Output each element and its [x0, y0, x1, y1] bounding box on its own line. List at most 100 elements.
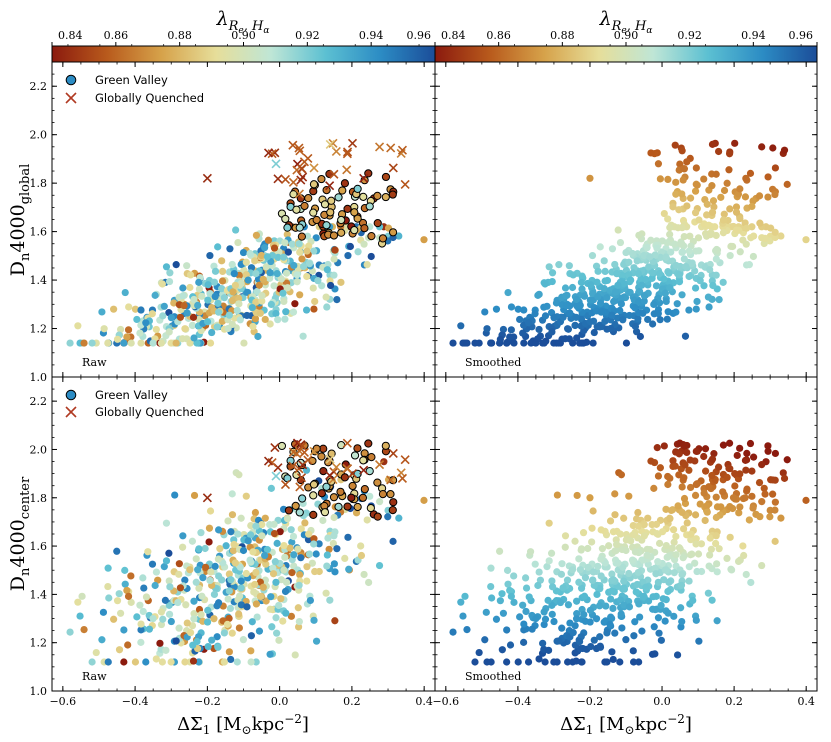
data-point [195, 285, 204, 293]
data-point [634, 269, 642, 278]
data-point [516, 315, 524, 324]
data-point [650, 300, 658, 309]
data-point [617, 300, 626, 308]
data-point [647, 457, 655, 465]
data-point [720, 210, 728, 218]
panel-tag-br: Smoothed [465, 670, 521, 683]
data-point [471, 658, 479, 666]
data-point [609, 604, 617, 613]
data-point [304, 536, 313, 544]
data-point [282, 578, 291, 586]
axes-ticks: −0.6 −0.4 −0.2 0.0 0.2 0.4 −0.6 −0.4 −0.2 0.0 0.2 0… [30, 62, 817, 708]
data-point [635, 231, 643, 239]
quenched-marker [347, 138, 358, 148]
data-point [671, 141, 679, 149]
quenched-marker [292, 449, 302, 459]
data-point [598, 545, 607, 553]
quenched-marker [271, 159, 281, 169]
data-point [701, 445, 710, 453]
data-point [647, 236, 655, 244]
data-point [572, 295, 581, 304]
data-point [747, 578, 755, 587]
data-point [353, 214, 362, 223]
data-point [224, 517, 232, 525]
y-tick-label: 1.0 [30, 685, 48, 698]
data-point [710, 450, 718, 458]
quenched-marker [342, 463, 352, 474]
data-point [284, 506, 294, 515]
data-point [543, 302, 551, 310]
data-point [539, 639, 547, 647]
data-point [584, 563, 592, 571]
data-point [541, 312, 550, 320]
data-point [236, 563, 244, 571]
data-point [741, 494, 749, 502]
data-point [283, 223, 292, 232]
data-point [573, 597, 581, 605]
data-point [195, 545, 203, 553]
data-point [204, 642, 212, 651]
data-point [605, 542, 613, 550]
legend-gq-marker [65, 92, 77, 104]
data-point [288, 538, 296, 546]
data-point [289, 190, 298, 199]
data-point [692, 164, 700, 172]
colorbar-tick-label: 0.86 [104, 29, 129, 42]
data-point [227, 576, 235, 584]
data-point [767, 224, 775, 232]
data-point [758, 561, 766, 570]
data-point [266, 320, 274, 328]
data-point [680, 233, 688, 241]
data-point [685, 466, 693, 474]
data-point [215, 572, 223, 580]
data-point [137, 626, 145, 634]
data-point [719, 278, 727, 286]
colorbar-tick-label: 0.90 [231, 29, 256, 42]
data-point [611, 288, 620, 296]
data-point [366, 492, 374, 500]
data-point [326, 281, 335, 290]
data-point [297, 232, 306, 241]
data-point [105, 594, 113, 602]
data-point [243, 311, 251, 320]
data-point [171, 491, 179, 499]
data-point [675, 271, 683, 279]
data-point [224, 595, 232, 603]
data-point [231, 281, 239, 289]
data-point [201, 544, 209, 553]
data-point [725, 464, 733, 473]
data-point [703, 508, 711, 516]
data-point [66, 339, 74, 347]
colorbar-tick-label: 0.92 [677, 29, 702, 42]
data-point [259, 275, 267, 283]
data-point [210, 590, 219, 599]
data-point [364, 439, 373, 448]
quenched-marker [309, 446, 319, 456]
data-point [159, 312, 167, 320]
data-point [277, 275, 285, 283]
data-point [655, 270, 664, 278]
data-point [176, 584, 185, 592]
quenched-marker [386, 475, 396, 485]
data-point [386, 490, 395, 499]
data-point [579, 529, 588, 537]
data-point [745, 261, 753, 269]
data-point [225, 614, 233, 623]
data-point [357, 542, 365, 550]
data-point [671, 240, 679, 248]
data-point [706, 266, 714, 274]
data-point [380, 458, 388, 466]
data-point [594, 562, 602, 570]
data-point [152, 655, 160, 663]
data-point [725, 150, 734, 158]
data-point [723, 473, 731, 481]
data-point [239, 636, 247, 644]
x-tick-label: 0.2 [343, 695, 361, 708]
data-point [564, 601, 573, 609]
data-point [228, 297, 237, 305]
data-point [568, 566, 577, 574]
data-point [179, 532, 187, 540]
data-point [121, 566, 129, 574]
quenched-marker [325, 139, 335, 149]
